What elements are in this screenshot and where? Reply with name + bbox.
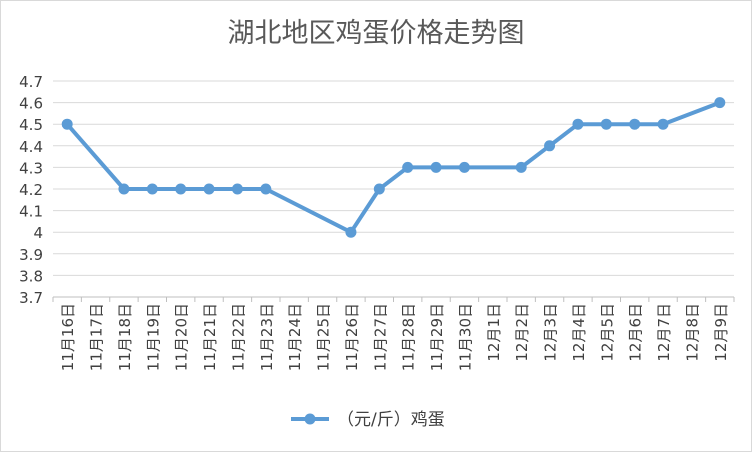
x-tick-label: 11月20日 <box>173 303 191 371</box>
y-axis: 3.7 3.8 3.9 4 4.1 4.2 4.3 4.4 4.5 4.6 4.7 <box>19 73 43 307</box>
x-tick-label: 11月30日 <box>456 303 474 371</box>
data-point <box>203 183 215 195</box>
x-tick-label: 11月18日 <box>116 303 134 371</box>
x-tick-label: 11月25日 <box>315 303 333 371</box>
data-point <box>714 97 726 109</box>
x-tick-label: 12月3日 <box>542 303 560 362</box>
x-tick-label: 12月7日 <box>655 303 673 362</box>
y-tick-label: 4.5 <box>19 116 43 134</box>
data-point <box>260 183 272 195</box>
x-tick-label: 11月29日 <box>428 303 446 371</box>
x-tick-label: 11月23日 <box>258 303 276 371</box>
legend: （元/斤）鸡蛋 <box>291 410 445 430</box>
data-point <box>515 161 527 173</box>
data-point <box>61 118 73 130</box>
x-tick-label: 12月4日 <box>570 303 588 362</box>
data-point <box>118 183 130 195</box>
x-tick-label: 11月26日 <box>343 303 361 371</box>
x-tick-label: 12月1日 <box>485 303 503 362</box>
legend-marker-icon <box>304 413 316 425</box>
x-tick-label: 12月5日 <box>598 303 616 362</box>
x-tick-label: 11月27日 <box>371 303 389 371</box>
y-tick-label: 4.3 <box>19 159 43 177</box>
data-point <box>175 183 187 195</box>
x-tick-label: 12月9日 <box>712 303 730 362</box>
y-tick-label: 3.8 <box>19 267 43 285</box>
chart-title: 湖北地区鸡蛋价格走势图 <box>228 18 525 49</box>
y-tick-label: 4 <box>33 224 43 242</box>
y-tick-label: 4.4 <box>19 138 43 156</box>
y-tick-label: 4.7 <box>19 73 43 91</box>
x-tick-label: 11月19日 <box>144 303 162 371</box>
data-point <box>629 118 641 130</box>
data-point <box>231 183 243 195</box>
x-tick-label: 11月28日 <box>400 303 418 371</box>
y-tick-label: 3.7 <box>19 289 43 307</box>
x-tick-label: 11月24日 <box>286 303 304 371</box>
y-tick-label: 4.2 <box>19 181 43 199</box>
x-tick-label: 12月8日 <box>683 303 701 362</box>
y-tick-label: 4.1 <box>19 203 43 221</box>
x-tick-label: 11月16日 <box>59 303 77 371</box>
x-tick-label: 11月17日 <box>88 303 106 371</box>
x-axis: 11月16日 11月17日 11月18日 11月19日 11月20日 11月21日 11月2… <box>52 296 735 371</box>
data-point <box>600 118 612 130</box>
x-tick-label: 12月2日 <box>513 303 531 362</box>
x-tick-label: 12月6日 <box>627 303 645 362</box>
y-tick-label: 4.6 <box>19 95 43 113</box>
gridlines <box>53 80 734 276</box>
data-point <box>373 183 385 195</box>
data-point <box>430 161 442 173</box>
data-point <box>572 118 584 130</box>
series-layer <box>61 97 726 238</box>
data-point <box>544 140 556 152</box>
data-point <box>345 226 357 238</box>
data-point <box>657 118 669 130</box>
x-tick-label: 11月21日 <box>201 303 219 371</box>
data-point <box>402 161 414 173</box>
data-point <box>458 161 470 173</box>
x-tick-label: 11月22日 <box>229 303 247 371</box>
data-point <box>146 183 158 195</box>
y-tick-label: 3.9 <box>19 246 43 264</box>
legend-label: （元/斤）鸡蛋 <box>337 410 445 430</box>
